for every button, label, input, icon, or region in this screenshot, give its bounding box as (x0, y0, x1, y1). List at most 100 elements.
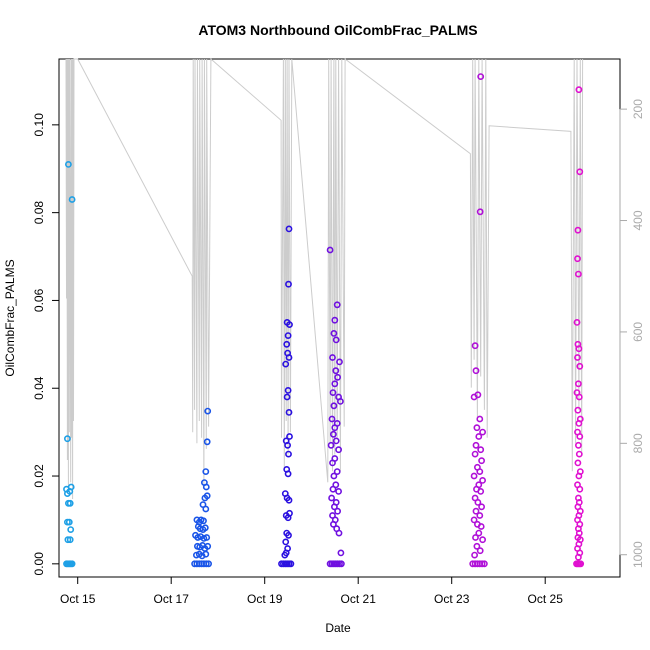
data-point (475, 529, 483, 537)
data-point (576, 362, 584, 370)
data-point (472, 507, 480, 515)
axes-layer: Oct 15 Oct 17 Oct 19 Oct 21 Oct 23 Oct 25 0.00… (32, 99, 645, 606)
data-point (284, 386, 292, 394)
data-point (64, 536, 72, 544)
data-point (205, 560, 212, 568)
data-point (474, 391, 482, 399)
secondary-tick-label: 400 (631, 210, 645, 230)
data-point (476, 547, 484, 555)
data-point (330, 503, 338, 511)
data-point (202, 468, 210, 475)
data-point (200, 517, 207, 525)
data-point (331, 316, 339, 324)
data-point (476, 415, 484, 423)
data-point (478, 560, 486, 568)
data-point (573, 318, 581, 326)
data-point (337, 560, 345, 568)
series-3 (278, 225, 295, 568)
data-point (472, 441, 480, 449)
data-point (334, 373, 341, 381)
data-point (333, 301, 341, 309)
y-tick-label: 0.02 (32, 464, 46, 488)
data-point (66, 536, 74, 544)
y-tick-label: 0.08 (32, 201, 46, 225)
data-point (476, 468, 484, 475)
x-tick-label: Oct 23 (434, 592, 470, 606)
y-tick-label: 0.06 (32, 288, 46, 312)
data-point (574, 255, 581, 263)
data-point (337, 549, 345, 557)
series-6 (573, 86, 585, 568)
data-point (476, 512, 484, 519)
x-tick-label: Oct 17 (154, 592, 190, 606)
data-point (287, 560, 295, 568)
data-point (285, 450, 292, 458)
data-point (65, 518, 73, 526)
data-point (285, 225, 293, 233)
data-point (332, 336, 340, 344)
data-point (328, 415, 336, 423)
data-point (285, 496, 293, 504)
pressure-trace-line (65, 57, 584, 500)
data-point (64, 435, 71, 443)
data-point (286, 433, 293, 440)
y-tick-label: 0.10 (32, 113, 46, 137)
y-axis-label: OilCombFrac_PALMS (3, 259, 17, 376)
data-point (479, 476, 486, 484)
data-point (575, 441, 582, 449)
data-point (285, 280, 292, 288)
data-point (575, 270, 582, 278)
data-point (575, 86, 583, 94)
data-point (574, 226, 582, 234)
data-point (575, 472, 583, 480)
data-point (478, 457, 485, 465)
data-point (473, 542, 481, 550)
data-point (332, 437, 340, 445)
data-point (285, 408, 293, 416)
data-point (479, 428, 486, 436)
data-point (202, 505, 210, 513)
series-4 (326, 246, 345, 568)
data-point (470, 516, 478, 524)
data-point (576, 168, 584, 176)
data-point (285, 531, 292, 539)
x-axis-label: Date (325, 621, 351, 635)
data-point (329, 459, 336, 467)
x-tick-label: Oct 25 (528, 592, 564, 606)
data-point (336, 358, 343, 366)
data-point (201, 524, 209, 532)
y-tick-label: 0.00 (32, 552, 46, 576)
data-point (576, 433, 584, 440)
data-point (327, 441, 335, 449)
data-point (329, 520, 337, 528)
data-point (203, 492, 211, 500)
data-point (283, 340, 291, 348)
data-point (65, 160, 72, 168)
data-point (470, 472, 478, 480)
secondary-tick-label: 600 (631, 322, 645, 342)
data-point (202, 483, 210, 491)
x-tick-label: Oct 21 (341, 592, 377, 606)
secondary-tick-label: 1000 (631, 541, 645, 568)
data-point (471, 342, 479, 350)
data-point (329, 389, 337, 396)
data-point (475, 433, 483, 440)
data-point (330, 329, 338, 337)
data-point (471, 450, 479, 458)
data-point (331, 380, 339, 388)
x-tick-label: Oct 15 (60, 592, 96, 606)
data-point (203, 534, 211, 541)
data-point (331, 424, 339, 432)
data-point (68, 560, 76, 568)
data-point (336, 397, 344, 405)
data-point (477, 523, 485, 530)
data-point (576, 485, 584, 493)
data-point (284, 332, 292, 339)
data-point (575, 450, 583, 458)
data-point (477, 487, 485, 495)
y-tick-label: 0.04 (32, 376, 46, 400)
data-point (329, 354, 336, 361)
data-point (67, 483, 75, 491)
data-point (282, 538, 290, 546)
